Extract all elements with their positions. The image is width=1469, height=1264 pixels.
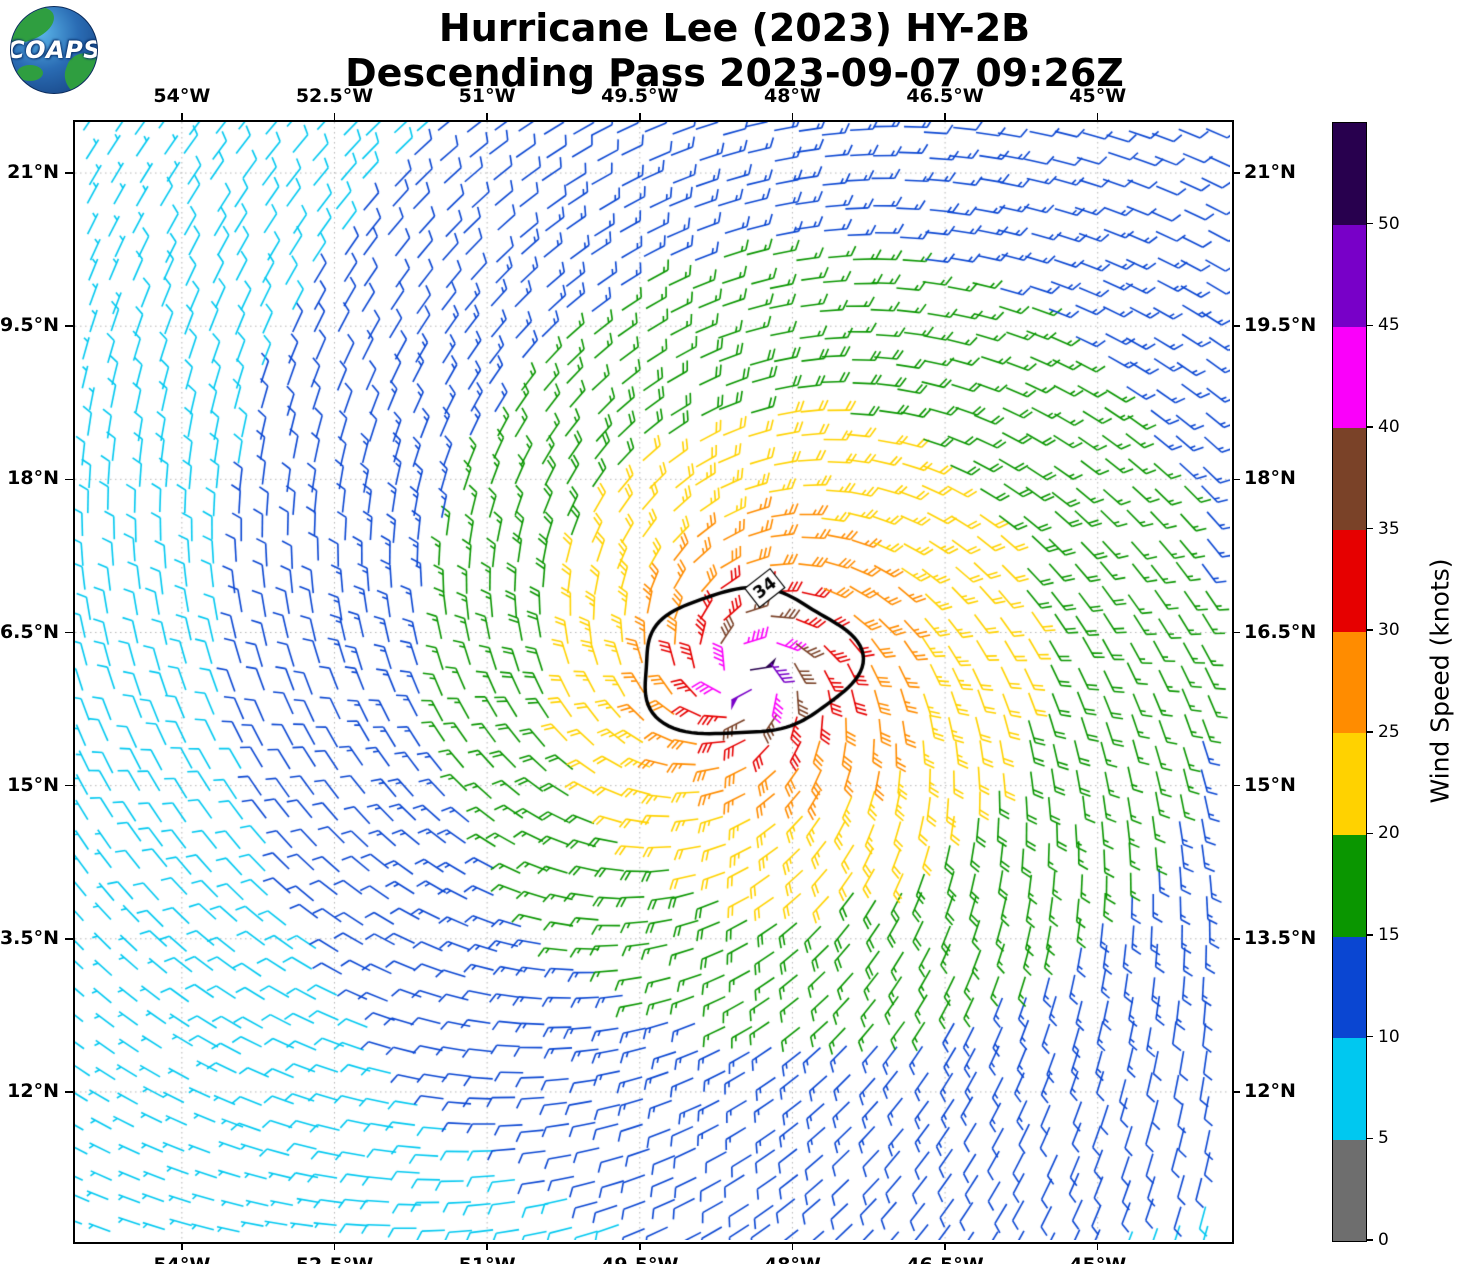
y-tick-label-right: 18°N bbox=[1244, 467, 1296, 490]
colorbar-tick-mark bbox=[1367, 934, 1373, 936]
y-tick-label-right: 21°N bbox=[1244, 161, 1296, 184]
colorbar-segment bbox=[1333, 834, 1366, 937]
y-tick-mark-left bbox=[65, 325, 73, 327]
colorbar-tick-mark bbox=[1367, 426, 1373, 428]
colorbar-segment bbox=[1333, 732, 1366, 835]
colorbar-tick-mark bbox=[1367, 629, 1373, 631]
y-tick-mark-left bbox=[65, 478, 73, 481]
y-tick-label-left: 19.5°N bbox=[0, 314, 59, 337]
colorbar-tick-mark bbox=[1367, 832, 1373, 835]
plot-frame bbox=[73, 120, 1234, 1244]
y-tick-label-left: 16.5°N bbox=[0, 620, 59, 643]
y-tick-label-right: 13.5°N bbox=[1244, 926, 1317, 949]
colorbar-tick-label: 50 bbox=[1378, 213, 1400, 234]
colorbar-tick-mark bbox=[1367, 527, 1373, 530]
colorbar-segment bbox=[1333, 631, 1366, 734]
y-tick-mark-left bbox=[65, 631, 73, 634]
y-tick-mark-left bbox=[65, 172, 73, 174]
page-title: Hurricane Lee (2023) HY-2B bbox=[438, 6, 1031, 50]
colorbar-segment bbox=[1333, 529, 1366, 632]
colorbar-tick-label: 35 bbox=[1378, 518, 1400, 539]
y-tick-label-left: 13.5°N bbox=[0, 926, 59, 949]
colorbar-tick-label: 40 bbox=[1378, 416, 1400, 437]
colorbar-segment bbox=[1333, 427, 1366, 531]
colorbar-tick-label: 20 bbox=[1378, 823, 1400, 844]
colorbar-tick-mark bbox=[1367, 1137, 1373, 1140]
colorbar-segment bbox=[1333, 936, 1366, 1039]
title-block: Hurricane Lee (2023) HY-2B Descending Pa… bbox=[0, 6, 1469, 96]
x-tick-label-bottom: 51°W bbox=[459, 1254, 516, 1264]
coaps-logo-text: COAPS bbox=[10, 36, 98, 64]
colorbar-segment bbox=[1333, 1139, 1366, 1242]
x-tick-label-bottom: 52.5°W bbox=[296, 1254, 373, 1264]
colorbar-segment bbox=[1333, 326, 1366, 429]
y-tick-label-left: 18°N bbox=[7, 467, 59, 490]
y-tick-label-right: 19.5°N bbox=[1244, 314, 1317, 337]
colorbar-segment bbox=[1333, 1037, 1366, 1140]
x-tick-label-bottom: 49.5°W bbox=[601, 1254, 678, 1264]
page-subtitle: Descending Pass 2023-09-07 09:26Z bbox=[345, 50, 1124, 95]
colorbar-tick-label: 25 bbox=[1378, 721, 1400, 742]
colorbar-tick-mark bbox=[1367, 222, 1373, 225]
colorbar-tick-label: 15 bbox=[1378, 925, 1400, 946]
y-tick-label-left: 21°N bbox=[7, 161, 59, 184]
colorbar-tick-label: 10 bbox=[1378, 1026, 1400, 1047]
wind-barb-map-canvas bbox=[75, 122, 1230, 1240]
coaps-logo: COAPS bbox=[10, 6, 98, 94]
colorbar-tick-label: 5 bbox=[1378, 1128, 1389, 1149]
y-tick-mark-left bbox=[65, 784, 73, 787]
x-tick-label-bottom: 46.5°W bbox=[906, 1254, 983, 1264]
y-tick-label-right: 15°N bbox=[1244, 773, 1296, 796]
colorbar bbox=[1332, 122, 1367, 1242]
y-tick-mark-left bbox=[65, 938, 73, 940]
colorbar-tick-label: 45 bbox=[1378, 315, 1400, 336]
colorbar-tick-label: 30 bbox=[1378, 620, 1400, 641]
colorbar-segment bbox=[1333, 224, 1366, 327]
y-tick-mark-left bbox=[65, 1091, 73, 1093]
colorbar-tick-mark bbox=[1367, 324, 1373, 327]
x-tick-label-bottom: 48°W bbox=[764, 1254, 821, 1264]
colorbar-tick-mark bbox=[1367, 731, 1373, 733]
y-tick-label-right: 16.5°N bbox=[1244, 620, 1317, 643]
colorbar-label: Wind Speed (knots) bbox=[1425, 558, 1455, 804]
y-tick-label-right: 12°N bbox=[1244, 1079, 1296, 1102]
colorbar-tick-mark bbox=[1367, 1239, 1373, 1241]
y-tick-label-left: 15°N bbox=[7, 773, 59, 796]
colorbar-tick-label: 0 bbox=[1378, 1230, 1389, 1250]
x-tick-label-bottom: 45°W bbox=[1069, 1254, 1126, 1264]
colorbar-tick-mark bbox=[1367, 1035, 1373, 1038]
globe-land-icon bbox=[17, 65, 43, 81]
y-tick-label-left: 12°N bbox=[7, 1079, 59, 1102]
colorbar-segment bbox=[1333, 123, 1366, 226]
x-tick-label-bottom: 54°W bbox=[153, 1254, 210, 1264]
